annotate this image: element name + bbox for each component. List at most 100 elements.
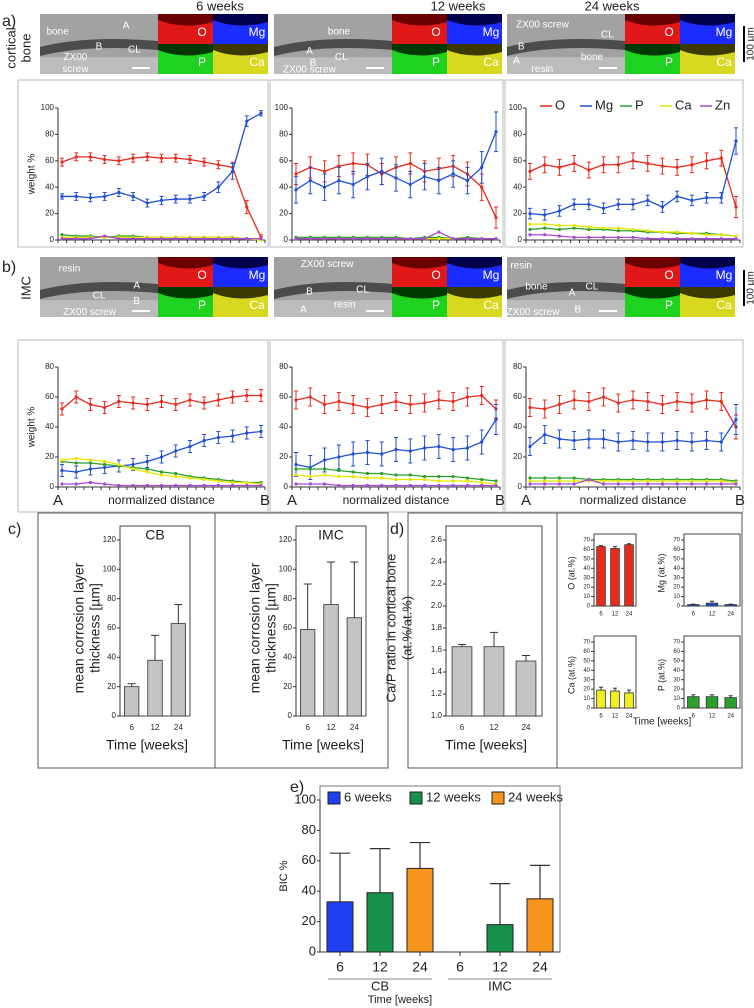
panel-label: a) bbox=[2, 13, 16, 30]
data-point bbox=[351, 452, 355, 456]
data-point bbox=[690, 237, 694, 241]
data-point bbox=[60, 237, 64, 241]
element-label: O bbox=[197, 268, 206, 282]
y-axis-label: weight % bbox=[27, 154, 38, 196]
data-point bbox=[719, 237, 723, 241]
data-point bbox=[245, 119, 249, 123]
data-point bbox=[351, 237, 355, 241]
x-tick-label: 24 bbox=[626, 612, 633, 618]
x-tick-label: 24 bbox=[727, 612, 734, 618]
micrograph-label: CL bbox=[335, 52, 348, 63]
data-point bbox=[451, 474, 455, 479]
y-axis-label: mean corrosion layer bbox=[71, 562, 87, 693]
y-tick-label: 100 bbox=[103, 564, 117, 573]
data-point bbox=[572, 479, 576, 483]
element-label: Mg bbox=[716, 268, 733, 282]
data-point bbox=[572, 482, 576, 486]
data-point bbox=[131, 483, 135, 488]
y-tick-label: 80 bbox=[107, 594, 116, 603]
data-point bbox=[308, 467, 312, 471]
data-point bbox=[245, 205, 249, 209]
y-tick-label: 0 bbox=[677, 604, 681, 610]
bar bbox=[705, 696, 719, 709]
data-point bbox=[631, 438, 635, 443]
data-point bbox=[103, 482, 107, 486]
data-point bbox=[365, 237, 370, 241]
data-point bbox=[616, 229, 620, 233]
data-point bbox=[690, 479, 694, 483]
data-point bbox=[322, 458, 327, 462]
scale-label: 100 µm bbox=[746, 271, 754, 305]
y-tick-label: 0 bbox=[284, 482, 289, 491]
data-point bbox=[74, 155, 78, 159]
data-point bbox=[365, 450, 370, 455]
data-point bbox=[587, 202, 591, 206]
y-tick-label: 100 bbox=[279, 564, 293, 573]
y-tick-label: 20 bbox=[673, 687, 680, 693]
data-point bbox=[188, 398, 192, 402]
y-tick-label: 80 bbox=[279, 362, 288, 371]
legend-label: P bbox=[635, 97, 644, 112]
data-point bbox=[259, 429, 263, 434]
data-point bbox=[159, 455, 164, 459]
element-label: P bbox=[432, 55, 440, 69]
data-point bbox=[394, 176, 398, 180]
bar bbox=[610, 690, 620, 709]
data-point bbox=[408, 473, 412, 477]
data-point bbox=[174, 483, 178, 488]
data-point bbox=[572, 476, 576, 480]
data-point bbox=[380, 483, 384, 488]
element-map-region bbox=[158, 50, 213, 74]
x-end-label: A bbox=[53, 492, 63, 509]
element-map-region bbox=[213, 50, 268, 74]
data-point bbox=[216, 479, 220, 483]
data-point bbox=[528, 212, 532, 216]
y-axis-label: O (at.%) bbox=[566, 556, 576, 590]
data-point bbox=[704, 159, 709, 163]
micrograph-region bbox=[274, 57, 392, 74]
element-map-region bbox=[625, 263, 680, 287]
data-point bbox=[528, 222, 532, 226]
element-label: Mg bbox=[249, 25, 266, 39]
data-point bbox=[60, 468, 64, 473]
micrograph-label: resin bbox=[59, 264, 81, 275]
data-point bbox=[103, 405, 107, 410]
data-point bbox=[543, 482, 547, 486]
data-point bbox=[174, 237, 178, 241]
micrograph-label: ZX00 bbox=[63, 52, 87, 63]
panel-label: e) bbox=[290, 779, 304, 796]
micrograph-label: A bbox=[306, 46, 313, 57]
data-point bbox=[572, 438, 576, 443]
data-point bbox=[543, 432, 547, 437]
micrograph-label: bone bbox=[47, 27, 70, 38]
y-tick-label: 50 bbox=[583, 658, 590, 664]
y-tick-label: 60 bbox=[279, 156, 288, 165]
data-point bbox=[337, 483, 341, 488]
data-point bbox=[451, 447, 455, 452]
bar bbox=[724, 604, 737, 607]
data-point bbox=[351, 470, 355, 474]
y-tick-label: 100 bbox=[275, 103, 289, 112]
element-label: Ca bbox=[249, 55, 265, 69]
data-point bbox=[188, 237, 192, 241]
y-axis-label: mean corrosion layer bbox=[247, 562, 263, 693]
y-tick-label: 0 bbox=[518, 482, 523, 491]
data-point bbox=[294, 188, 298, 192]
data-point bbox=[60, 458, 64, 462]
data-point bbox=[202, 160, 206, 164]
data-point bbox=[365, 476, 370, 480]
data-point bbox=[631, 479, 635, 483]
data-point bbox=[408, 161, 412, 166]
element-label: Mg bbox=[249, 268, 266, 282]
data-point bbox=[572, 161, 576, 166]
micrograph-label: ZX00 screw bbox=[63, 307, 117, 318]
data-point bbox=[572, 226, 576, 230]
bar bbox=[687, 604, 700, 607]
element-map-region bbox=[213, 293, 268, 317]
element-map-region bbox=[213, 263, 268, 287]
legend-label: 12 weeks bbox=[426, 789, 481, 804]
x-tick-label: 6 bbox=[456, 959, 464, 975]
data-point bbox=[230, 169, 235, 173]
data-point bbox=[74, 395, 78, 399]
data-point bbox=[380, 402, 384, 407]
